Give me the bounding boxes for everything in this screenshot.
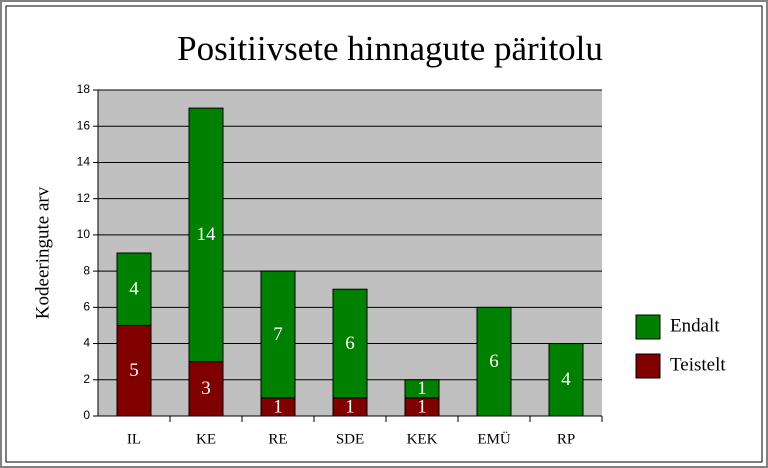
- bar-segment: [332, 288, 368, 399]
- data-label: 1: [417, 378, 427, 399]
- bar-segment: [260, 270, 296, 399]
- x-tick-label: RP: [557, 431, 575, 447]
- bar-segment: [116, 252, 152, 326]
- y-axis-label: Kodeeringute arv: [32, 186, 53, 319]
- x-tick-label: KEK: [407, 431, 438, 447]
- y-tick-label: 14: [77, 155, 91, 169]
- y-tick-label: 12: [77, 191, 91, 205]
- legend-swatch: [635, 353, 661, 379]
- x-tick-label: EMÜ: [477, 430, 511, 447]
- x-tick-label: KE: [196, 431, 216, 447]
- data-label: 6: [489, 351, 499, 372]
- legend-label: Endalt: [670, 315, 720, 336]
- x-tick-label: RE: [268, 431, 287, 447]
- x-tick-label: IL: [127, 431, 141, 447]
- data-label: 4: [129, 279, 139, 300]
- chart-title: Positiivsete hinnagute päritolu: [177, 29, 603, 68]
- data-label: 4: [561, 369, 571, 390]
- y-tick-label: 16: [77, 118, 91, 132]
- bar-segment: [188, 107, 224, 363]
- data-label: 3: [201, 378, 211, 399]
- bar-segment: [116, 324, 152, 417]
- data-label: 14: [197, 224, 217, 245]
- data-label: 1: [273, 396, 283, 417]
- x-tick-label: SDE: [336, 431, 364, 447]
- data-label: 1: [417, 396, 427, 417]
- data-label: 5: [129, 360, 139, 381]
- frame-inner: [5, 5, 763, 463]
- legend-label: Teistelt: [670, 354, 726, 375]
- bar-segment: [476, 306, 512, 417]
- y-tick-label: 6: [83, 300, 90, 314]
- y-tick-label: 10: [77, 227, 91, 241]
- bar-segment: [404, 379, 440, 399]
- data-label: 7: [273, 324, 283, 345]
- y-tick-label: 8: [83, 263, 90, 277]
- y-tick-label: 18: [77, 82, 91, 96]
- y-tick-label: 4: [83, 336, 90, 350]
- y-tick-label: 0: [83, 408, 90, 422]
- bar-segment: [548, 343, 584, 417]
- legend-swatch: [635, 314, 661, 340]
- y-tick-label: 2: [83, 372, 90, 386]
- data-label: 6: [345, 333, 355, 354]
- data-label: 1: [345, 396, 355, 417]
